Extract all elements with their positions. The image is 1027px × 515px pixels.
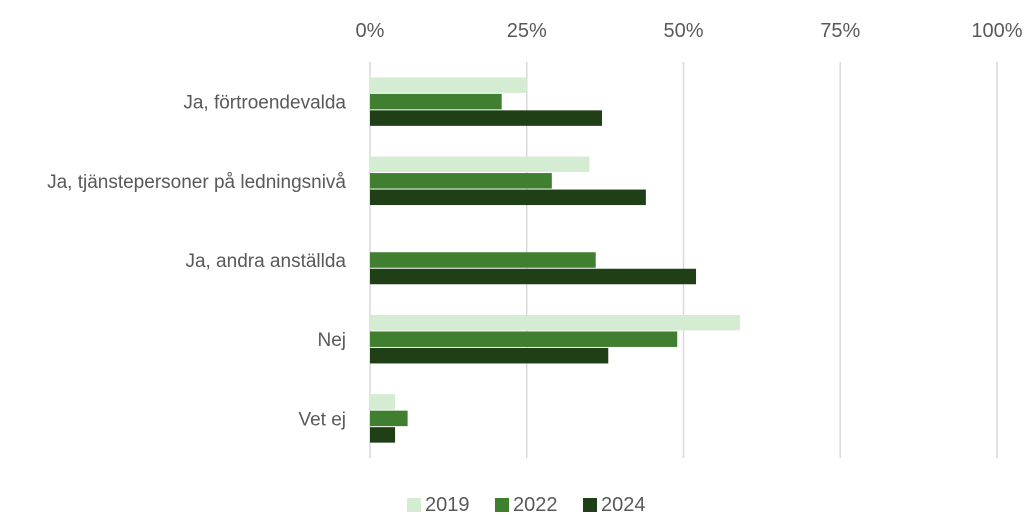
bar-2019	[370, 156, 590, 173]
x-axis-ticks: 0% 25% 50% 75% 100%	[356, 20, 1023, 42]
bar-2024	[370, 189, 646, 206]
bar-2019	[370, 314, 740, 331]
category-label: Ja, förtroendevalda	[183, 93, 346, 114]
bar-2022	[370, 93, 502, 110]
x-tick-label: 50%	[663, 20, 703, 42]
legend-swatch-2024	[583, 498, 597, 512]
category-label: Nej	[317, 330, 346, 351]
bar-2022	[370, 252, 596, 268]
legend: 2019 2022 2024	[407, 494, 646, 515]
bar-2024	[370, 427, 396, 443]
gridlines	[369, 62, 998, 458]
category-label: Ja, andra anställda	[185, 251, 346, 272]
bar-2019	[370, 77, 527, 93]
bars	[370, 77, 740, 443]
legend-label-2019: 2019	[425, 494, 470, 515]
bar-2022	[370, 173, 552, 189]
bar-2019	[370, 394, 396, 410]
bar-2024	[370, 268, 697, 285]
legend-label-2022: 2022	[513, 494, 558, 515]
x-tick-label: 0%	[356, 20, 385, 42]
category-label: Ja, tjänstepersoner på ledningsnivå	[47, 172, 346, 193]
x-tick-label: 25%	[507, 20, 547, 42]
bar-2022	[370, 410, 408, 427]
category-label: Vet ej	[298, 409, 346, 430]
bar-2022	[370, 331, 678, 347]
legend-label-2024: 2024	[601, 494, 646, 515]
x-tick-label: 100%	[971, 20, 1022, 42]
bar-2024	[370, 347, 609, 364]
category-labels: Ja, förtroendevalda Ja, tjänstepersoner p…	[47, 93, 346, 431]
bar-2024	[370, 110, 602, 126]
legend-swatch-2019	[407, 498, 421, 512]
legend-swatch-2022	[495, 498, 509, 512]
x-tick-label: 75%	[820, 20, 860, 42]
